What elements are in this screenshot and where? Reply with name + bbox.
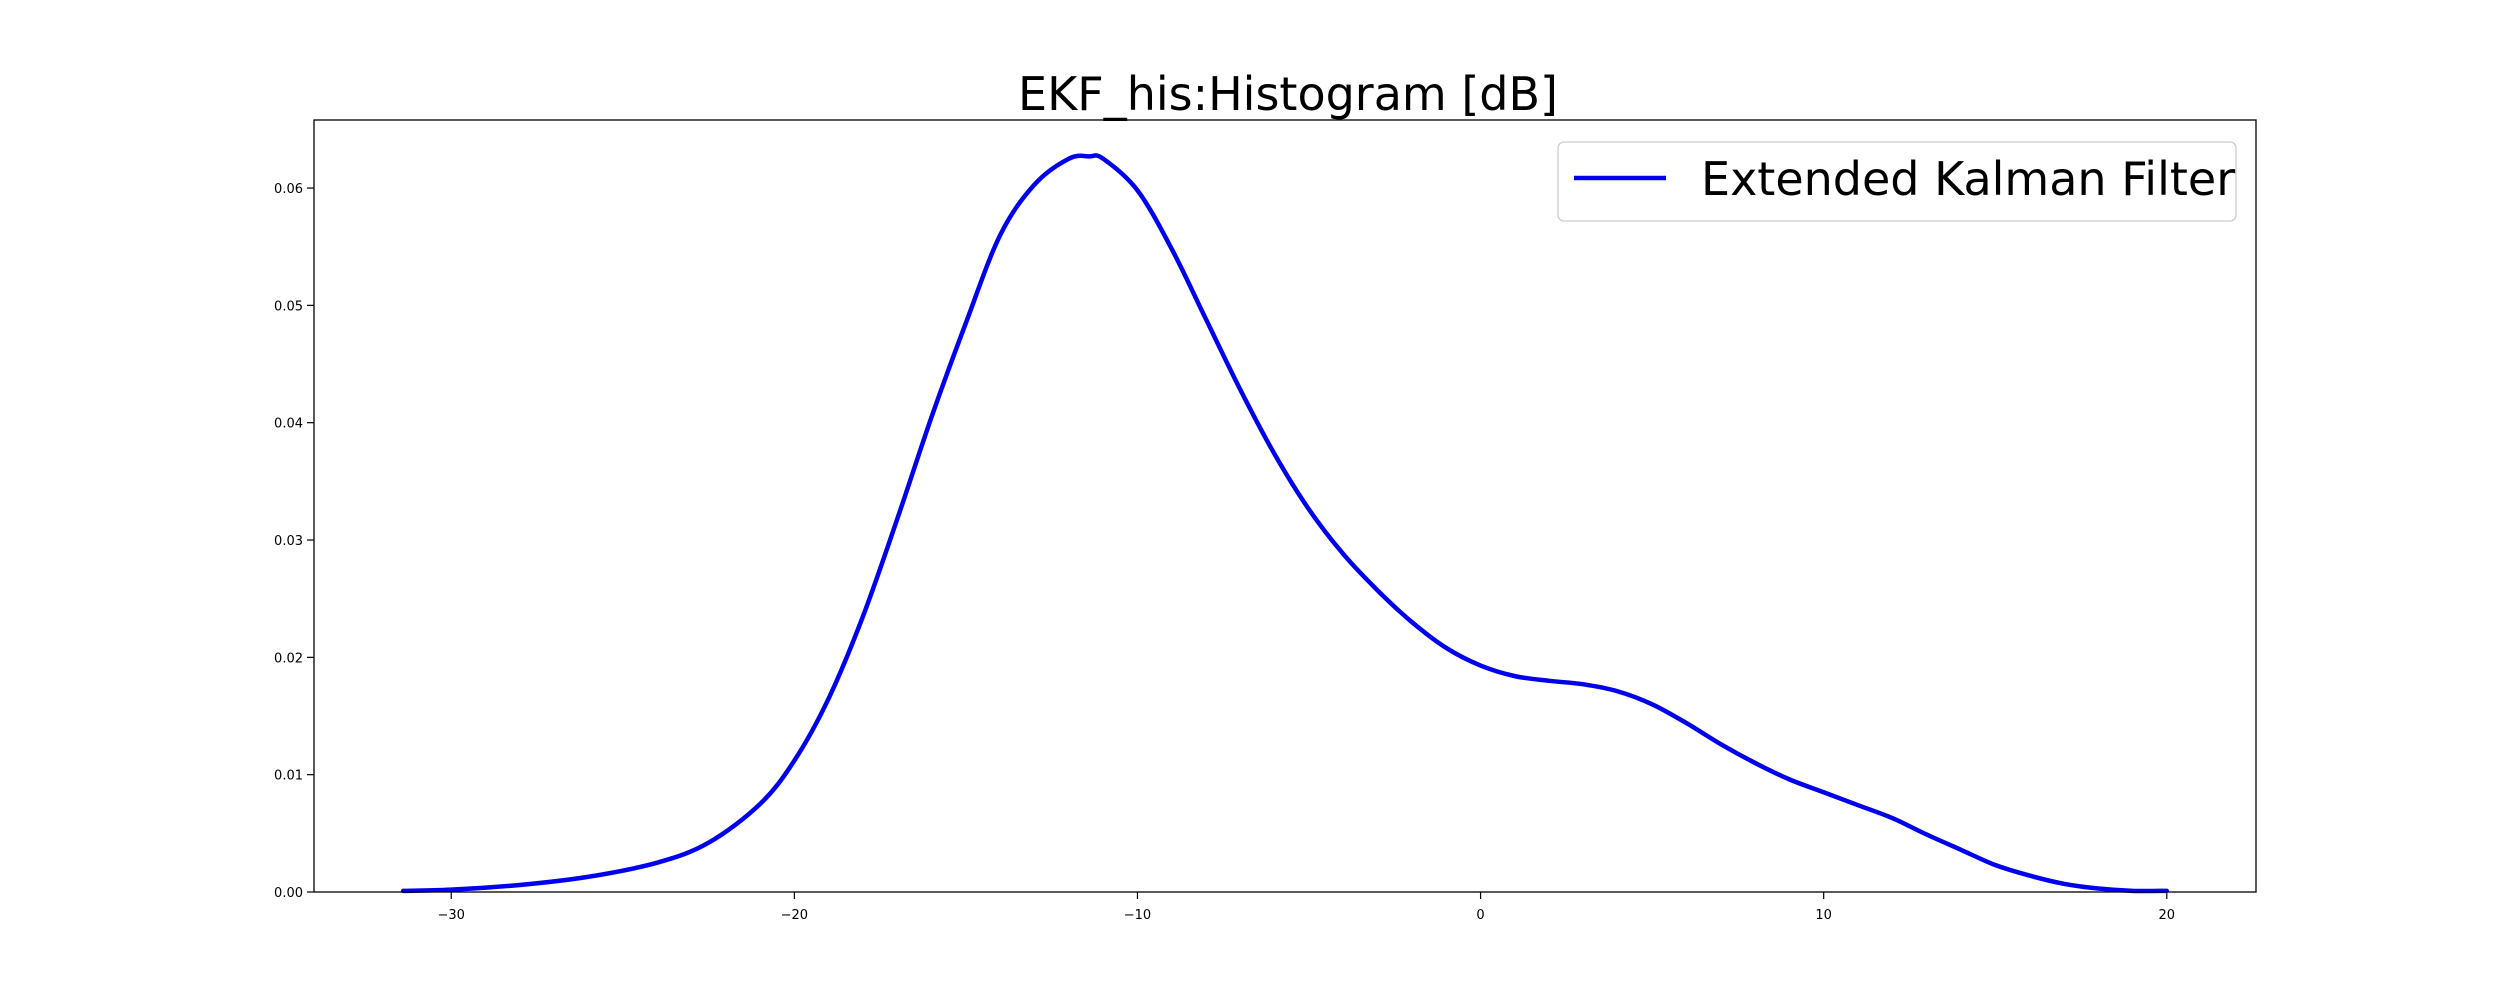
x-tick-label: 0: [1476, 908, 1484, 923]
x-tick-label: −30: [438, 908, 465, 923]
x-tick-label: −10: [1124, 908, 1151, 923]
legend-box: [1557, 141, 2237, 222]
y-tick-label: 0.06: [274, 182, 303, 197]
y-tick-label: 0.01: [274, 769, 303, 784]
legend: Extended Kalman Filter: [1557, 141, 2237, 222]
x-axis: −30 −20 −10 0 10 20: [438, 892, 2176, 923]
series-line-0: [400, 153, 2170, 894]
series-layer: [400, 153, 2170, 894]
y-axis: 0.00 0.01 0.02 0.03 0.04 0.05 0.06: [274, 182, 314, 901]
y-tick-label: 0.05: [274, 299, 303, 314]
y-tick-label: 0.00: [274, 886, 303, 901]
x-tick-label: −20: [781, 908, 808, 923]
y-tick-label: 0.03: [274, 534, 303, 549]
x-tick-label: 10: [1815, 908, 1832, 923]
y-tick-label: 0.02: [274, 651, 303, 666]
plot-frame: [313, 119, 2257, 893]
x-tick-label: 20: [2159, 908, 2176, 923]
legend-label: Extended Kalman Filter: [1701, 152, 2235, 206]
y-tick-label: 0.04: [274, 417, 303, 432]
chart-title: EKF_his:Histogram [dB]: [1018, 67, 1558, 121]
